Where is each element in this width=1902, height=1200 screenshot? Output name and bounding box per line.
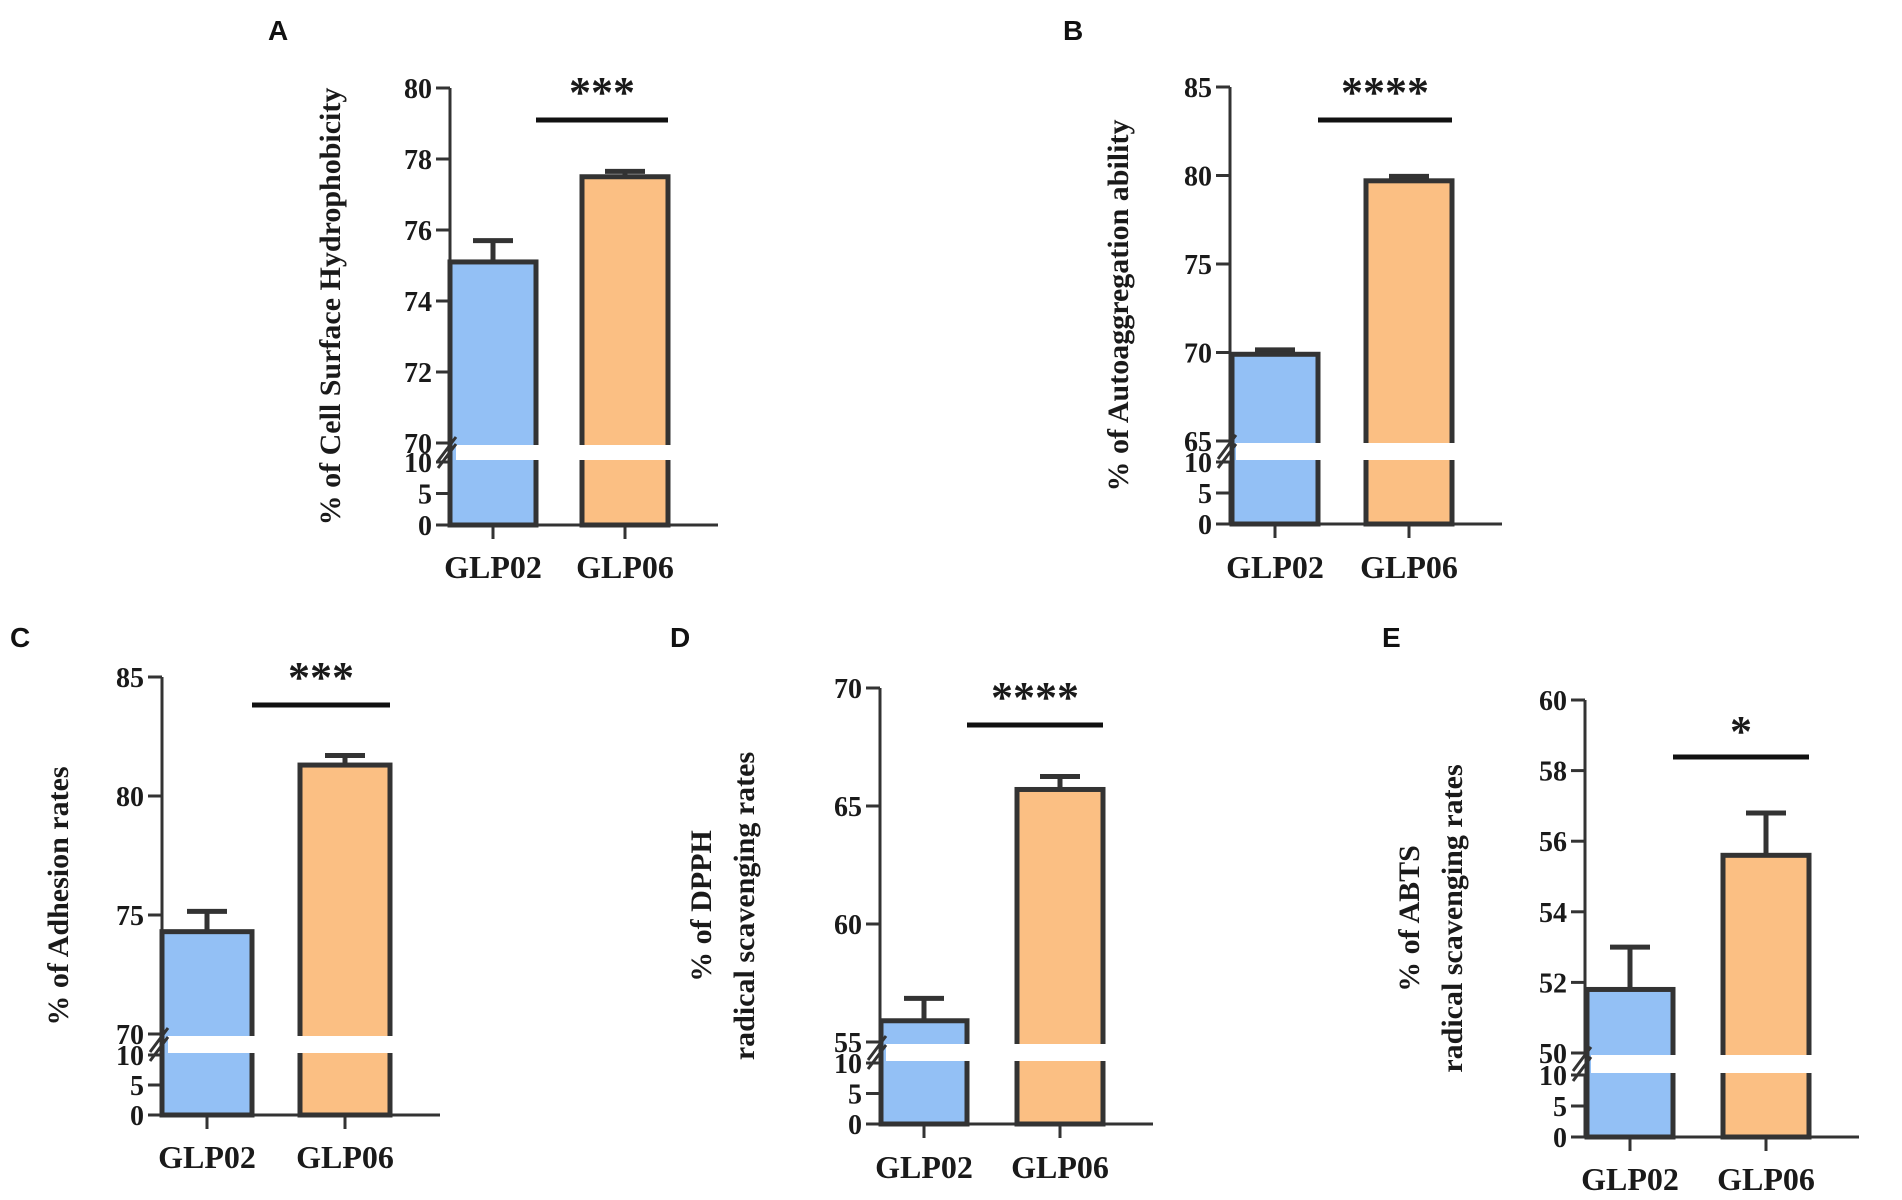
y-tick-label: 76 bbox=[404, 216, 432, 247]
panel-letter: D bbox=[670, 622, 690, 653]
x-tick-label: GLP06 bbox=[1011, 1149, 1109, 1185]
y-tick-label: 0 bbox=[1553, 1123, 1567, 1154]
y-axis-title: % of ABTS bbox=[1393, 845, 1426, 992]
y-tick-label: 0 bbox=[130, 1101, 144, 1132]
y-tick-label: 70 bbox=[116, 1020, 144, 1051]
bar-glp06 bbox=[1720, 852, 1812, 1140]
y-axis-title: % of Autoaggregation ability bbox=[1102, 120, 1135, 492]
y-axis-title: radical scavenging rates bbox=[1436, 764, 1469, 1072]
axis-break-mark bbox=[1571, 1056, 1593, 1082]
bar-glp06 bbox=[1014, 786, 1106, 1127]
y-tick-label: 5 bbox=[418, 480, 432, 511]
axis-break-mark bbox=[436, 436, 458, 462]
y-axis-title: % of DPPH bbox=[685, 830, 718, 982]
y-tick-label: 72 bbox=[404, 358, 432, 389]
y-tick-label: 60 bbox=[1539, 686, 1567, 717]
significance-stars: * bbox=[1730, 707, 1752, 756]
significance-stars: **** bbox=[1341, 68, 1429, 117]
y-tick-label: 5 bbox=[130, 1071, 144, 1102]
significance-stars: *** bbox=[569, 68, 635, 117]
x-tick-label: GLP02 bbox=[875, 1149, 973, 1185]
y-tick-label: 65 bbox=[1184, 427, 1212, 458]
axis-break-mark bbox=[148, 1027, 170, 1053]
y-tick-label: 70 bbox=[404, 429, 432, 460]
axis-break-gap bbox=[1236, 443, 1462, 460]
significance-stars: **** bbox=[991, 673, 1079, 722]
y-tick-label: 70 bbox=[834, 674, 862, 705]
bar-glp02 bbox=[447, 259, 539, 528]
y-tick-label: 60 bbox=[834, 910, 862, 941]
panel-letter: B bbox=[1063, 15, 1083, 46]
bar-glp02 bbox=[1229, 351, 1321, 527]
axis-break-mark bbox=[866, 1035, 888, 1061]
axis-break-mark bbox=[866, 1044, 888, 1070]
axis-break-mark bbox=[436, 443, 458, 469]
axis-break-mark bbox=[1571, 1046, 1593, 1072]
axis-break-gap bbox=[168, 1036, 400, 1053]
y-tick-label: 65 bbox=[834, 792, 862, 823]
y-tick-label: 74 bbox=[404, 287, 432, 318]
y-tick-label: 58 bbox=[1539, 757, 1567, 788]
y-tick-label: 10 bbox=[116, 1041, 144, 1072]
y-tick-label: 80 bbox=[116, 782, 144, 813]
y-tick-label: 10 bbox=[834, 1049, 862, 1080]
axis-break-gap bbox=[886, 1044, 1113, 1061]
x-tick-label: GLP06 bbox=[576, 549, 674, 585]
y-tick-label: 5 bbox=[1198, 479, 1212, 510]
bar-glp06 bbox=[297, 762, 393, 1118]
y-tick-label: 10 bbox=[1539, 1061, 1567, 1092]
y-tick-label: 0 bbox=[848, 1110, 862, 1141]
bar-glp06 bbox=[579, 174, 671, 528]
x-tick-label: GLP02 bbox=[158, 1139, 256, 1175]
y-tick-label: 52 bbox=[1539, 968, 1567, 999]
y-axis-title: radical scavenging rates bbox=[728, 752, 761, 1060]
y-tick-label: 10 bbox=[1184, 448, 1212, 479]
y-tick-label: 50 bbox=[1539, 1039, 1567, 1070]
x-tick-label: GLP06 bbox=[296, 1139, 394, 1175]
x-tick-label: GLP06 bbox=[1717, 1161, 1815, 1197]
bar-glp02 bbox=[878, 1018, 970, 1127]
y-tick-label: 85 bbox=[116, 663, 144, 694]
x-tick-label: GLP02 bbox=[1226, 549, 1324, 585]
y-tick-label: 85 bbox=[1184, 73, 1212, 104]
y-tick-label: 5 bbox=[848, 1080, 862, 1111]
y-axis-title: % of Cell Surface Hydrophobicity bbox=[314, 88, 347, 526]
panel-letter: C bbox=[10, 622, 30, 653]
y-tick-label: 5 bbox=[1553, 1092, 1567, 1123]
y-tick-label: 10 bbox=[404, 448, 432, 479]
axis-break-gap bbox=[1591, 1055, 1819, 1073]
axis-break-mark bbox=[1216, 434, 1238, 460]
axis-break-gap bbox=[456, 445, 678, 460]
bar-glp02 bbox=[159, 929, 255, 1118]
axis-break-mark bbox=[1216, 443, 1238, 469]
y-tick-label: 54 bbox=[1539, 898, 1567, 929]
y-axis-title: % of Adhesion rates bbox=[42, 766, 75, 1025]
y-tick-label: 56 bbox=[1539, 827, 1567, 858]
x-tick-label: GLP02 bbox=[1581, 1161, 1679, 1197]
y-tick-label: 80 bbox=[404, 74, 432, 105]
x-tick-label: GLP06 bbox=[1360, 549, 1458, 585]
y-tick-label: 70 bbox=[1184, 339, 1212, 370]
y-tick-label: 55 bbox=[834, 1028, 862, 1059]
y-tick-label: 0 bbox=[1198, 510, 1212, 541]
y-tick-label: 0 bbox=[418, 511, 432, 542]
panel-letter: E bbox=[1382, 622, 1401, 653]
y-tick-label: 75 bbox=[1184, 250, 1212, 281]
panel-letter: A bbox=[268, 15, 288, 46]
y-tick-label: 75 bbox=[116, 901, 144, 932]
x-tick-label: GLP02 bbox=[444, 549, 542, 585]
significance-stars: *** bbox=[288, 653, 354, 702]
y-tick-label: 78 bbox=[404, 145, 432, 176]
bar-glp06 bbox=[1363, 178, 1455, 527]
y-tick-label: 80 bbox=[1184, 162, 1212, 193]
axis-break-mark bbox=[148, 1036, 170, 1062]
